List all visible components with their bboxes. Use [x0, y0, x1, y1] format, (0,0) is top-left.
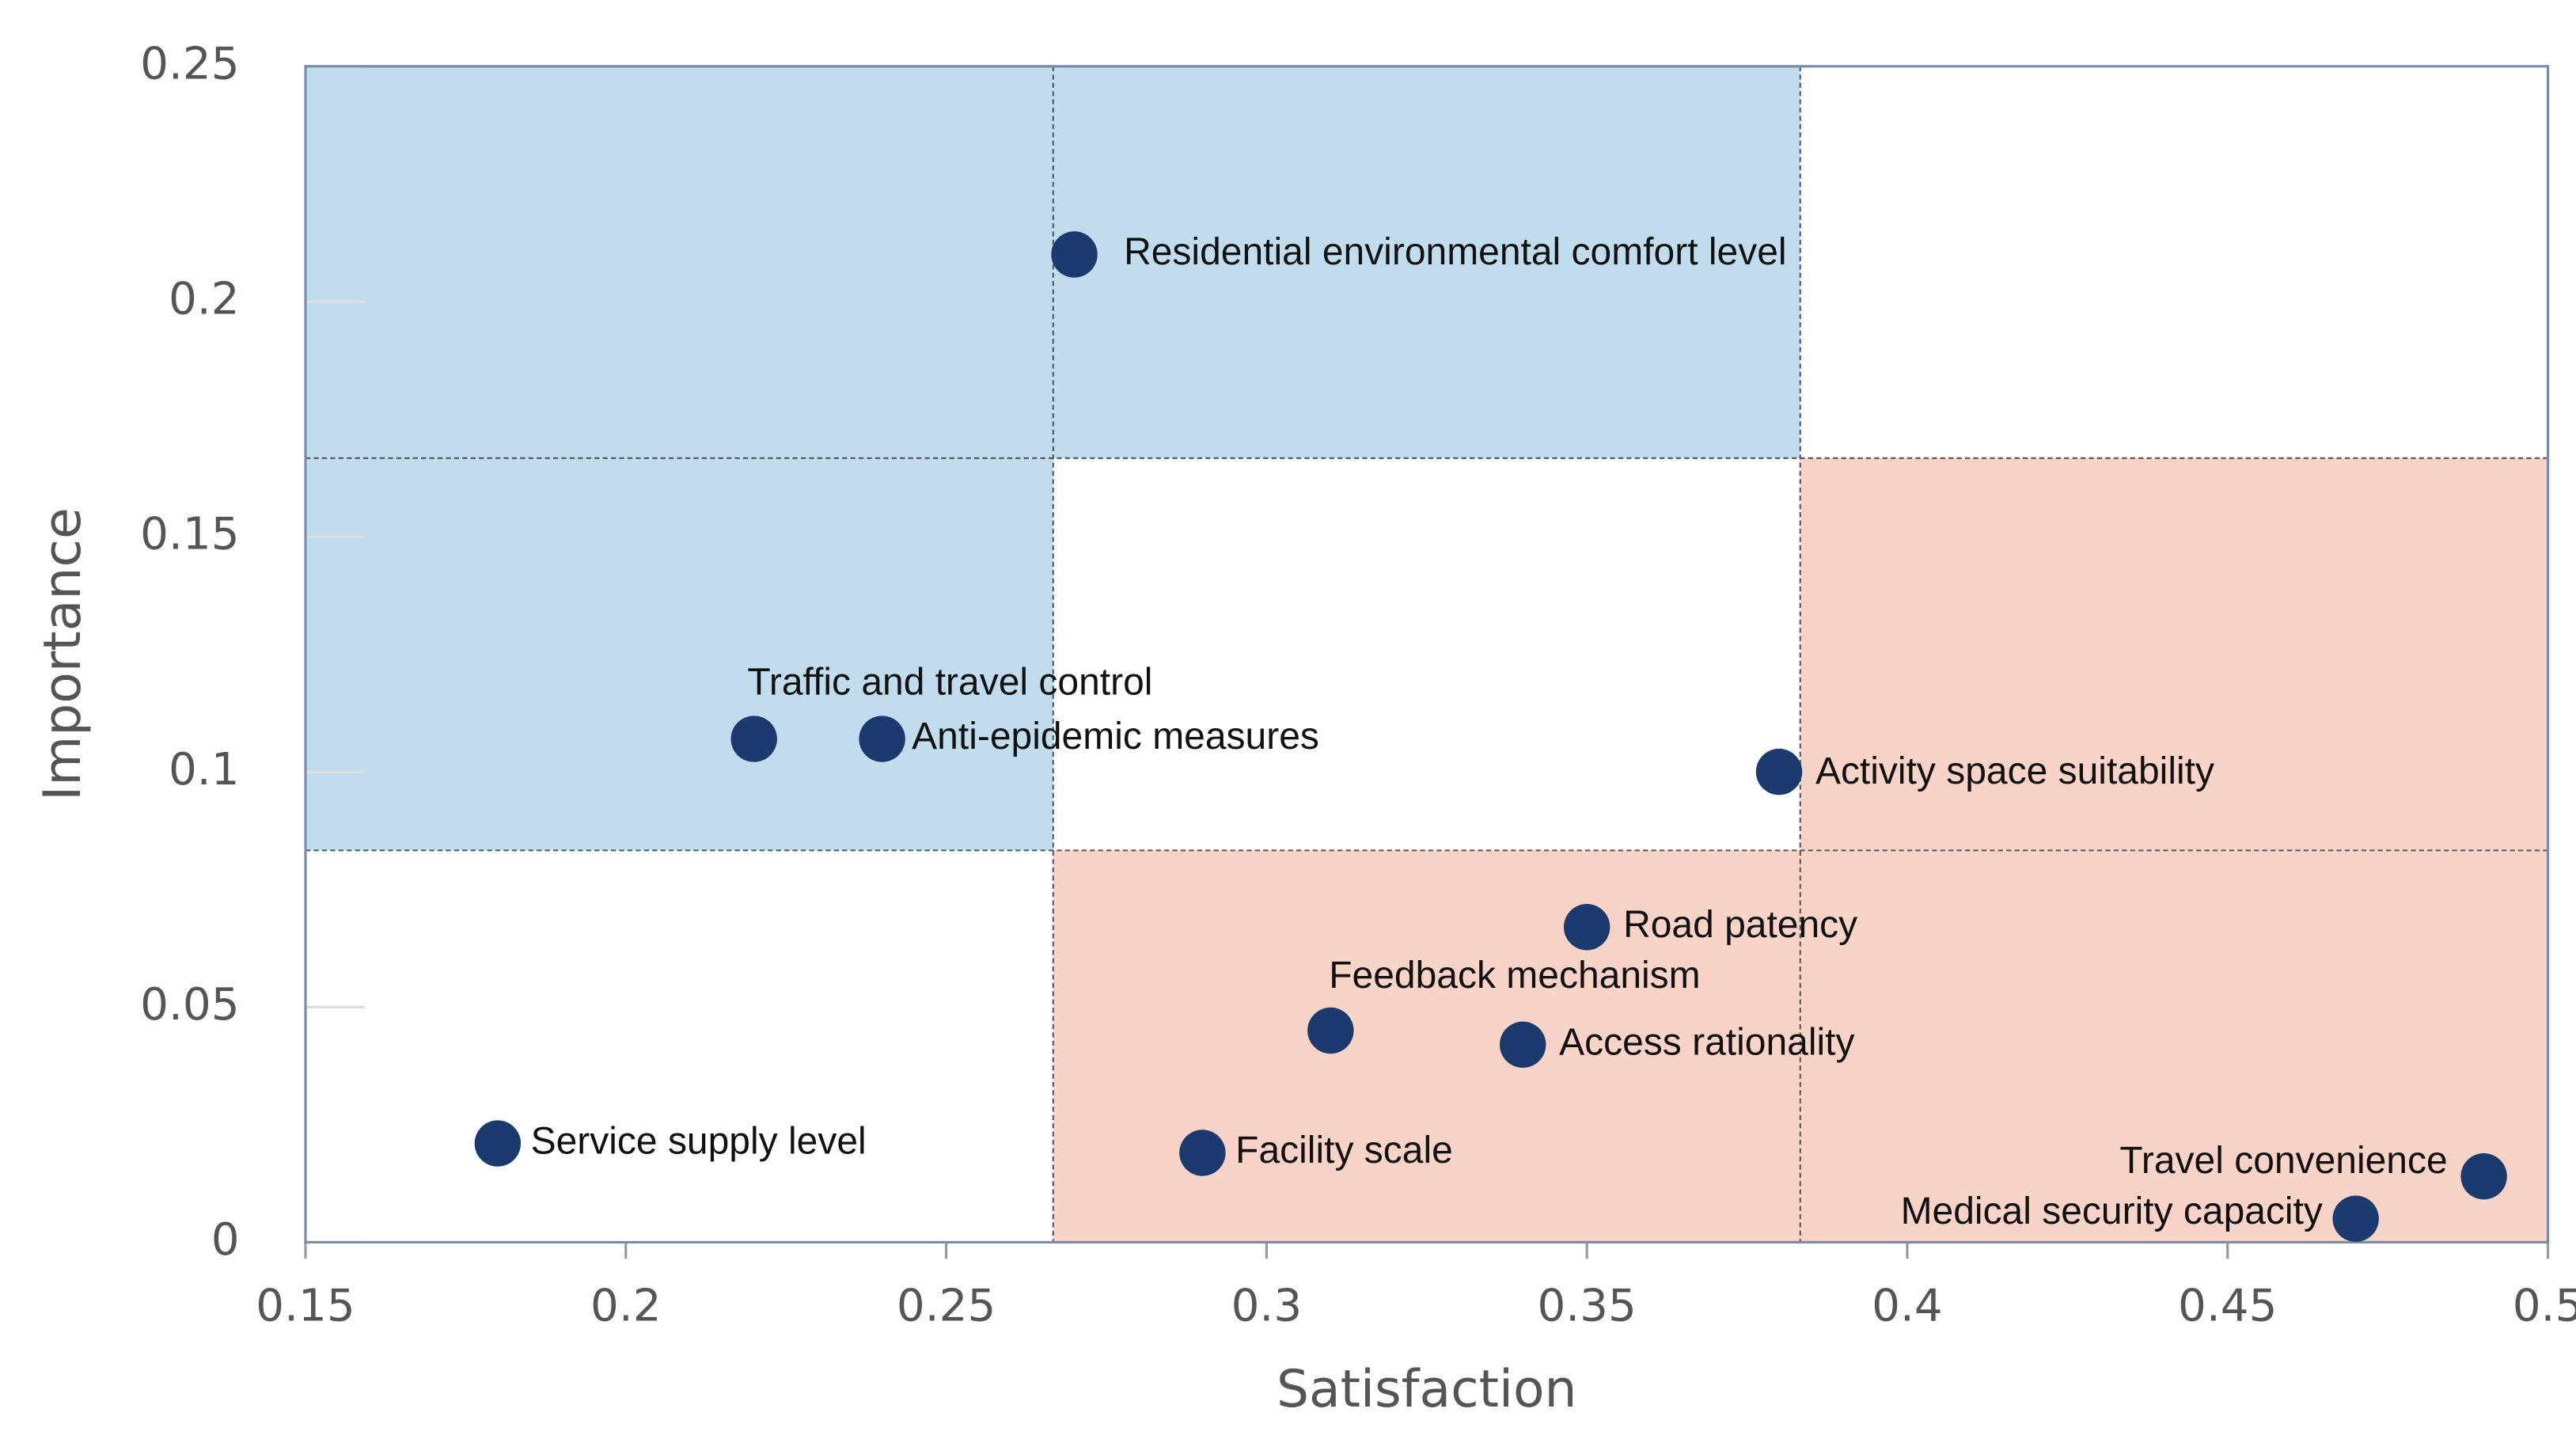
point [730, 716, 777, 762]
quadrant-region [1053, 66, 1800, 458]
point [2460, 1152, 2507, 1200]
point [474, 1120, 522, 1167]
plot-border [304, 65, 2550, 1243]
x-tick-label: 0.25 [897, 1280, 996, 1331]
y-tick-label: 0.1 [169, 744, 240, 795]
point-label: Feedback mechanism [1329, 955, 1700, 997]
point-label: Access rationality [1559, 1021, 1854, 1063]
x-tick-label: 0.2 [590, 1280, 662, 1331]
point [1563, 904, 1610, 951]
x-tick-label: 0.15 [256, 1280, 355, 1331]
x-axis-title: Satisfaction [1277, 1360, 1577, 1419]
y-tick-label: 0 [211, 1214, 240, 1266]
point [2332, 1195, 2379, 1242]
point [1051, 231, 1098, 278]
point [1499, 1021, 1546, 1069]
point [1179, 1130, 1226, 1176]
point-label: Service supply level [531, 1120, 867, 1162]
point-label: Road patency [1623, 904, 1857, 946]
point-label: Activity space suitability [1815, 750, 2214, 792]
x-tick-label: 0.45 [2178, 1280, 2277, 1331]
y-tick-label: 0.05 [140, 979, 239, 1031]
y-axis-title: Importance [33, 507, 93, 801]
point-label: Anti-epidemic measures [912, 716, 1319, 757]
x-tick-label: 0.4 [1872, 1280, 1943, 1331]
x-tick-label: 0.3 [1231, 1280, 1303, 1331]
y-tick-label: 0.25 [140, 38, 239, 89]
x-tick-label: 0.35 [1537, 1280, 1636, 1331]
point [859, 716, 905, 762]
point-label: Facility scale [1235, 1130, 1453, 1171]
point-label: Travel convenience [2119, 1140, 2447, 1182]
point-label: Traffic and travel control [747, 661, 1152, 703]
y-tick-label: 0.15 [140, 509, 239, 560]
x-tick-label: 0.5 [2513, 1280, 2576, 1331]
point [1307, 1007, 1354, 1054]
point [1755, 748, 1803, 795]
quadrant-region [1800, 458, 2548, 851]
point-label: Residential environmental comfort level [1124, 231, 1786, 273]
y-tick-label: 0.2 [169, 274, 240, 325]
point-label: Medical security capacity [1901, 1190, 2323, 1232]
